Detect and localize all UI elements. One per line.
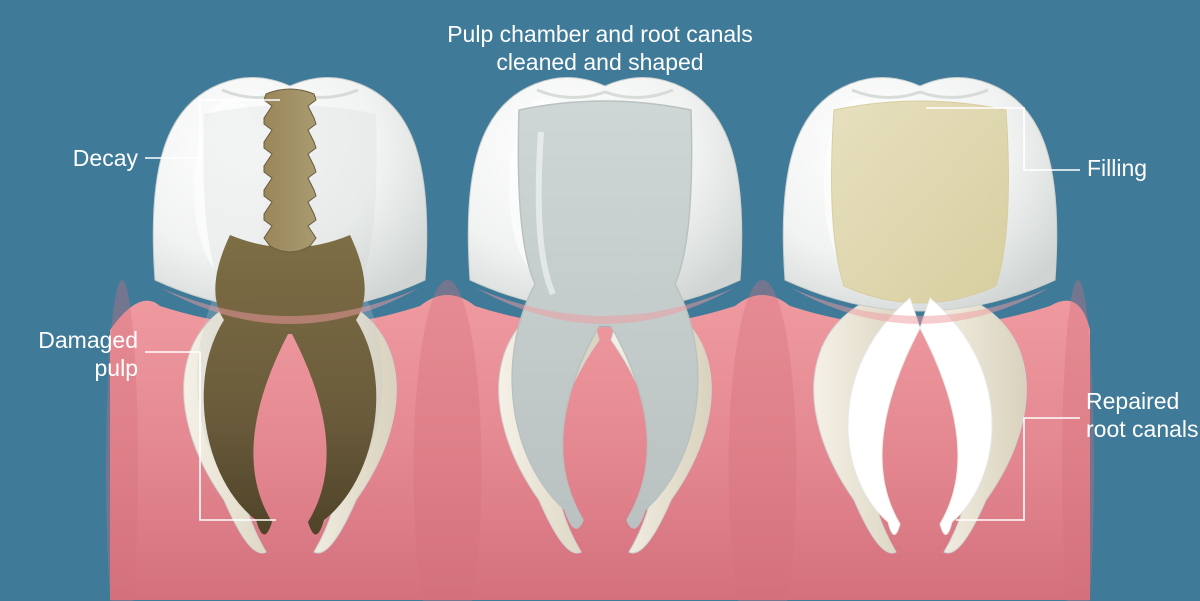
diagram-canvas: Pulp chamber and root canalscleaned and … (0, 0, 1200, 601)
decay-column (264, 89, 316, 252)
label-decay: Decay (73, 145, 139, 171)
filling-body (832, 101, 1009, 303)
label-filling: Filling (1087, 155, 1147, 181)
